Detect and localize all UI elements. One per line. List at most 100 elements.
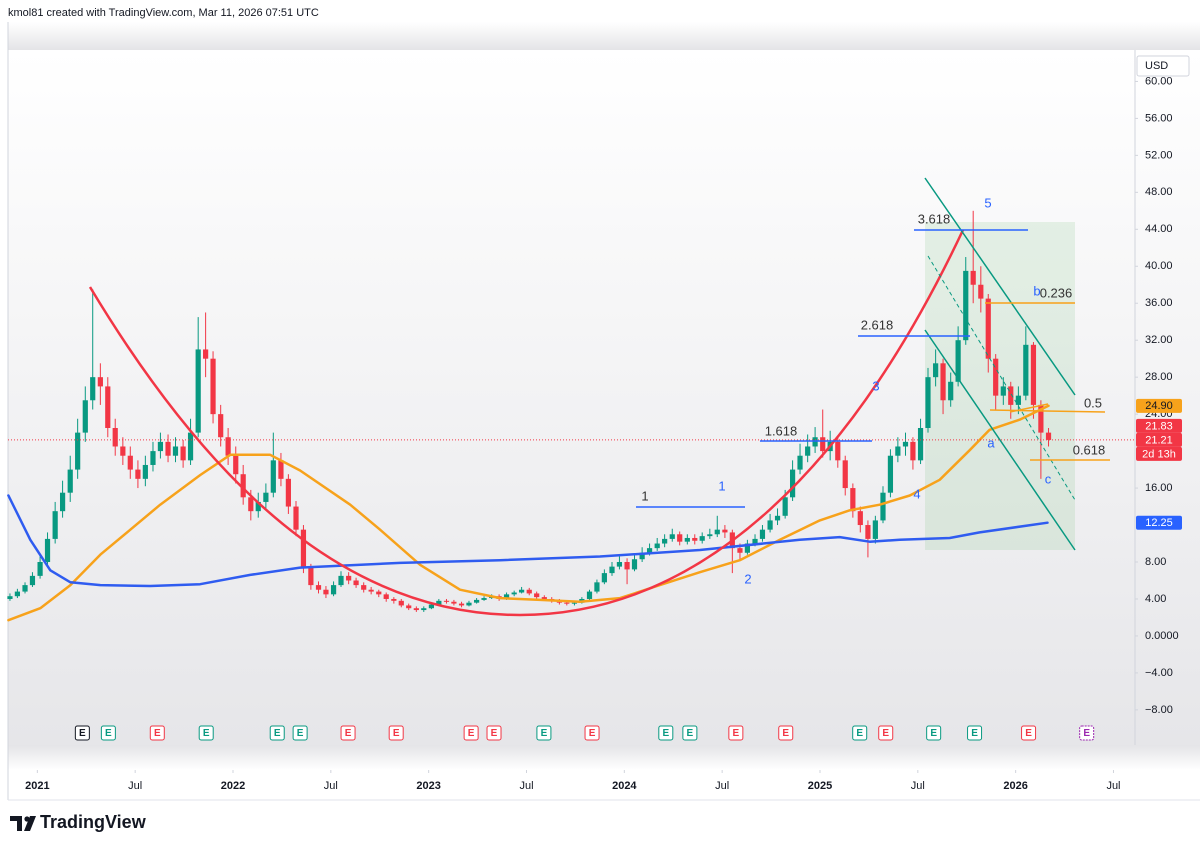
y-tick-label: 40.00 bbox=[1145, 260, 1173, 272]
earnings-marker bbox=[340, 725, 356, 741]
candle-body bbox=[564, 602, 570, 604]
candle-body bbox=[684, 537, 690, 542]
x-tick-label: Jul bbox=[911, 780, 925, 792]
x-tick-label: 2023 bbox=[416, 780, 440, 792]
channel-shade bbox=[925, 222, 1075, 550]
candle-body bbox=[248, 497, 254, 512]
candle-body bbox=[744, 543, 750, 553]
earnings-label: E bbox=[541, 728, 548, 739]
channel-top bbox=[924, 177, 1076, 396]
candle-body bbox=[1015, 395, 1021, 405]
candle-body bbox=[233, 455, 239, 475]
logo-part bbox=[10, 816, 22, 831]
annotation: 0.236 bbox=[1040, 285, 1073, 300]
candle-body bbox=[451, 601, 457, 604]
earnings-label: E bbox=[393, 728, 400, 739]
annotation: 0.5 bbox=[1084, 395, 1102, 410]
candle-body bbox=[210, 358, 216, 415]
earnings-marker bbox=[536, 725, 552, 741]
candle-body bbox=[368, 589, 374, 592]
candle-body bbox=[52, 511, 58, 539]
credit: kmol81 created with TradingView.com, Mar… bbox=[8, 7, 319, 19]
candle-body bbox=[285, 478, 291, 507]
y-tick-label: 60.00 bbox=[1145, 75, 1173, 87]
annotation: 4 bbox=[913, 486, 920, 501]
price-label: 21.83 bbox=[1145, 420, 1173, 432]
candle-body bbox=[662, 538, 668, 544]
annotation: b bbox=[1033, 283, 1040, 298]
earnings-marker bbox=[778, 725, 794, 741]
annotation: 1 bbox=[641, 488, 648, 503]
labels: 24.90 21.83 21.21 12.25 2d 13h 1 1 2 1.618 3 2.618… bbox=[641, 195, 1182, 586]
price-label: 12.25 bbox=[1145, 517, 1173, 529]
candle-body bbox=[240, 474, 246, 498]
candle-body bbox=[75, 432, 81, 470]
annotation: 0.618 bbox=[1073, 442, 1106, 457]
drawings-under bbox=[925, 222, 1075, 550]
earnings-marker bbox=[682, 725, 698, 741]
candle-body bbox=[820, 437, 826, 452]
earnings-label: E bbox=[1083, 728, 1090, 739]
earnings-label: E bbox=[733, 728, 740, 739]
candle-body bbox=[624, 562, 630, 570]
channel-mid bbox=[927, 255, 1076, 501]
x-tick-label: Jul bbox=[128, 780, 142, 792]
candle-body bbox=[646, 548, 653, 553]
earnings-label: E bbox=[687, 728, 694, 739]
candle-body bbox=[519, 589, 525, 593]
candle-body bbox=[782, 497, 788, 516]
y-tick-label: 36.00 bbox=[1145, 297, 1173, 309]
candle-body bbox=[142, 464, 148, 479]
earnings-marker bbox=[149, 725, 165, 741]
y-tick-label: 0.0000 bbox=[1145, 630, 1179, 642]
retrace-line bbox=[1009, 403, 1049, 413]
y-tick-label: 16.00 bbox=[1145, 482, 1173, 494]
candle-body bbox=[120, 446, 126, 456]
candle-body bbox=[812, 437, 818, 447]
candle-body bbox=[361, 585, 367, 590]
candle-body bbox=[157, 441, 164, 452]
candle-body bbox=[308, 566, 314, 586]
channel-bottom bbox=[924, 329, 1076, 551]
moving-average bbox=[7, 494, 1049, 588]
candle-body bbox=[1045, 432, 1052, 440]
price-label-box bbox=[1136, 398, 1182, 413]
candle-body bbox=[270, 460, 276, 493]
candle-body bbox=[82, 400, 88, 433]
candle-body bbox=[1030, 344, 1037, 405]
candle-body bbox=[481, 598, 487, 600]
candle-body bbox=[759, 529, 766, 539]
y-tick-label: −8.00 bbox=[1145, 704, 1173, 716]
earnings-marker bbox=[198, 725, 214, 741]
y-tick-label: 44.00 bbox=[1145, 223, 1173, 235]
candle-body bbox=[767, 520, 773, 530]
earnings-marker bbox=[100, 725, 116, 741]
candle-body bbox=[737, 548, 743, 553]
annotation: 5 bbox=[984, 195, 991, 210]
x-tick-label: 2026 bbox=[1003, 780, 1027, 792]
candle-body bbox=[797, 455, 803, 470]
candle-body bbox=[857, 511, 863, 526]
candle-body bbox=[323, 589, 329, 595]
candle-body bbox=[413, 608, 419, 611]
candle-body bbox=[180, 446, 186, 461]
earnings-label: E bbox=[930, 728, 937, 739]
earnings-marker bbox=[926, 725, 942, 741]
candle-body bbox=[376, 591, 382, 595]
bottom-band bbox=[8, 745, 1200, 770]
earnings-label: E bbox=[274, 728, 281, 739]
candle-body bbox=[654, 543, 660, 549]
candle-body bbox=[699, 536, 705, 541]
candle-body bbox=[406, 605, 412, 609]
candle-body bbox=[963, 270, 969, 341]
earnings-label: E bbox=[297, 728, 304, 739]
candle-body bbox=[278, 460, 284, 479]
candle-body bbox=[37, 562, 43, 576]
candle-body bbox=[1008, 386, 1014, 405]
candle-body bbox=[59, 492, 66, 512]
candle-body bbox=[616, 562, 623, 567]
earnings-marker bbox=[74, 725, 90, 741]
